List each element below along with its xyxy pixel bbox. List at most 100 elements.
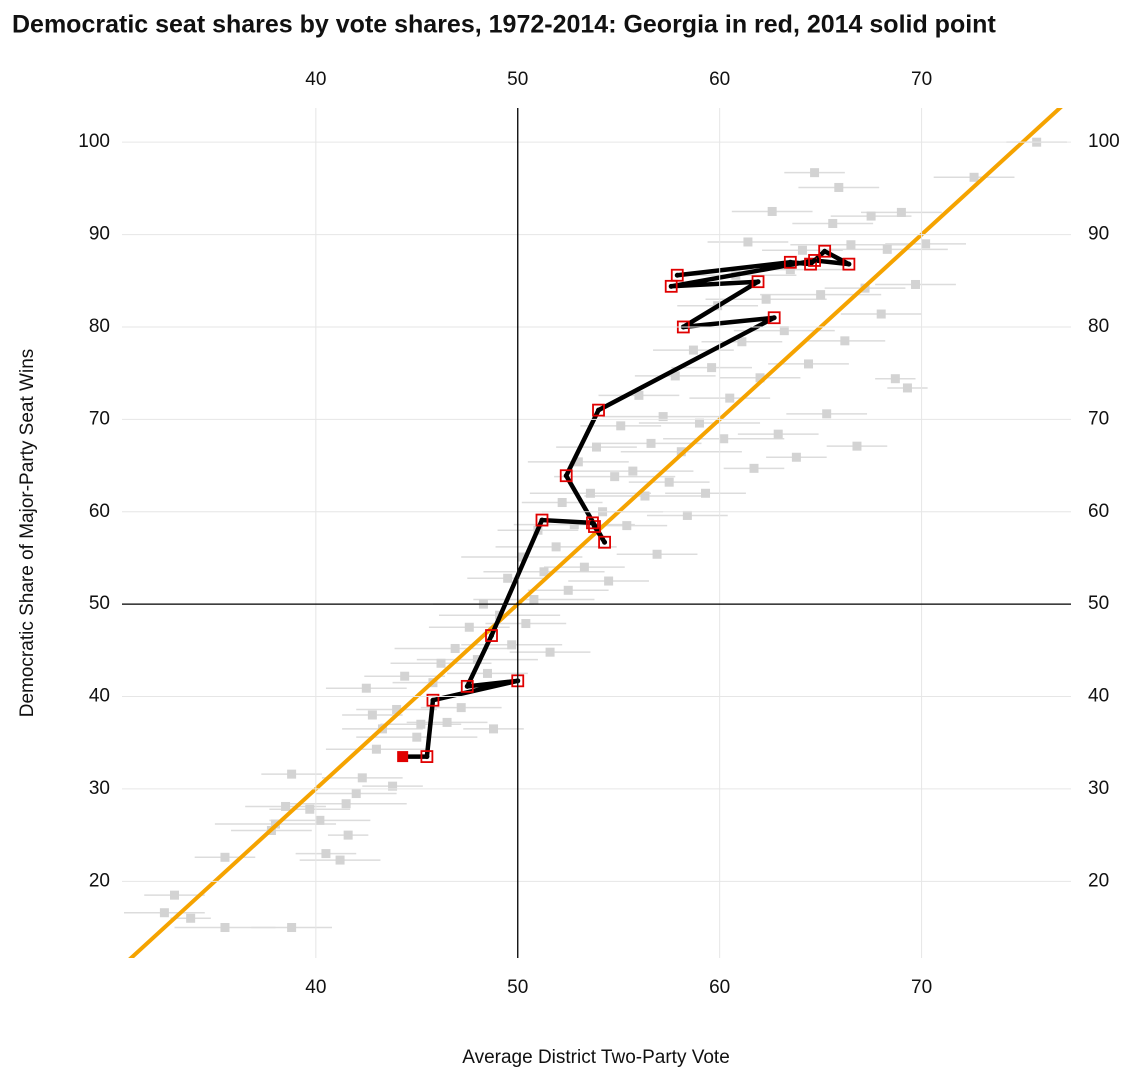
point (846, 240, 856, 250)
point (866, 211, 876, 221)
point (658, 412, 668, 422)
point (464, 622, 474, 632)
y-tick-label: 50 (89, 593, 110, 614)
point (652, 549, 662, 559)
point (400, 671, 410, 681)
point (321, 849, 331, 859)
point (840, 336, 850, 346)
point (412, 732, 422, 742)
point (604, 576, 614, 586)
georgia-point (535, 513, 549, 527)
point (388, 781, 398, 791)
y-tick-label-right: 100 (1088, 131, 1120, 152)
point (628, 466, 638, 476)
point (371, 744, 381, 754)
point (911, 279, 921, 289)
georgia-point (598, 535, 611, 549)
point (670, 371, 680, 381)
georgia-dot (589, 520, 595, 526)
point (634, 390, 644, 400)
x-tick-label-top: 60 (709, 69, 730, 90)
georgia-point (818, 244, 832, 258)
georgia-dot (602, 539, 608, 545)
point (701, 488, 711, 498)
y-tick-label-right: 50 (1088, 593, 1109, 614)
point (159, 908, 169, 918)
point (436, 658, 446, 668)
georgia-point (592, 403, 605, 417)
point (707, 363, 717, 373)
point (822, 409, 832, 419)
point (551, 542, 561, 552)
point (592, 442, 601, 452)
georgia-point (751, 275, 765, 289)
y-tick-label-right: 90 (1088, 224, 1109, 245)
point (902, 383, 912, 393)
georgia-point (808, 254, 821, 267)
point (169, 890, 179, 900)
georgia-dot (755, 279, 761, 285)
point (828, 218, 838, 228)
point (791, 452, 801, 462)
point (640, 491, 650, 501)
y-axis-title: Democratic Share of Major-Party Seat Win… (17, 349, 38, 718)
point (610, 472, 620, 482)
point (545, 647, 555, 657)
point (585, 488, 595, 498)
point (694, 418, 704, 428)
y-tick-label: 70 (89, 408, 110, 429)
georgia-dot (846, 261, 852, 267)
georgia-point (460, 679, 474, 693)
point (220, 923, 230, 933)
y-tick-label: 60 (89, 501, 110, 522)
point (482, 668, 492, 678)
georgia-point (783, 255, 797, 269)
point (616, 421, 626, 431)
georgia-point (804, 257, 817, 271)
x-axis-title: Average District Two-Party Vote (462, 1047, 730, 1068)
point (773, 429, 783, 439)
point (779, 326, 789, 336)
y-tick-label: 80 (89, 316, 110, 337)
point (646, 438, 656, 448)
point (834, 182, 844, 192)
point (563, 585, 573, 595)
point (676, 447, 686, 457)
georgia-dot (539, 517, 545, 523)
point (569, 520, 579, 530)
point (852, 441, 862, 451)
point (539, 567, 549, 577)
point (876, 309, 886, 319)
point (557, 498, 567, 508)
point (767, 206, 777, 216)
georgia-dot (424, 754, 430, 760)
georgia-point (420, 750, 434, 763)
point (737, 337, 747, 347)
point (367, 710, 377, 720)
y-tick-label-right: 30 (1088, 778, 1109, 799)
point (220, 852, 230, 862)
point (416, 719, 426, 729)
point (503, 573, 513, 583)
y-tick-label-right: 60 (1088, 501, 1109, 522)
point (287, 923, 297, 933)
y-tick-label-right: 40 (1088, 686, 1109, 707)
y-tick-label-right: 80 (1088, 316, 1109, 337)
y-tick-label: 30 (89, 778, 110, 799)
point (743, 237, 753, 247)
fit-line (128, 108, 1063, 958)
point (804, 359, 814, 369)
x-tick-label-top: 70 (911, 69, 932, 90)
x-tick-label-top: 40 (305, 69, 326, 90)
point (785, 265, 795, 275)
point (810, 168, 820, 178)
georgia-dot (430, 697, 436, 703)
point (755, 373, 765, 383)
y-tick-label: 90 (89, 224, 110, 245)
georgia-dot (771, 315, 777, 321)
point (287, 769, 297, 779)
point (450, 643, 460, 653)
y-tick-label: 100 (78, 131, 110, 152)
point (816, 290, 826, 300)
